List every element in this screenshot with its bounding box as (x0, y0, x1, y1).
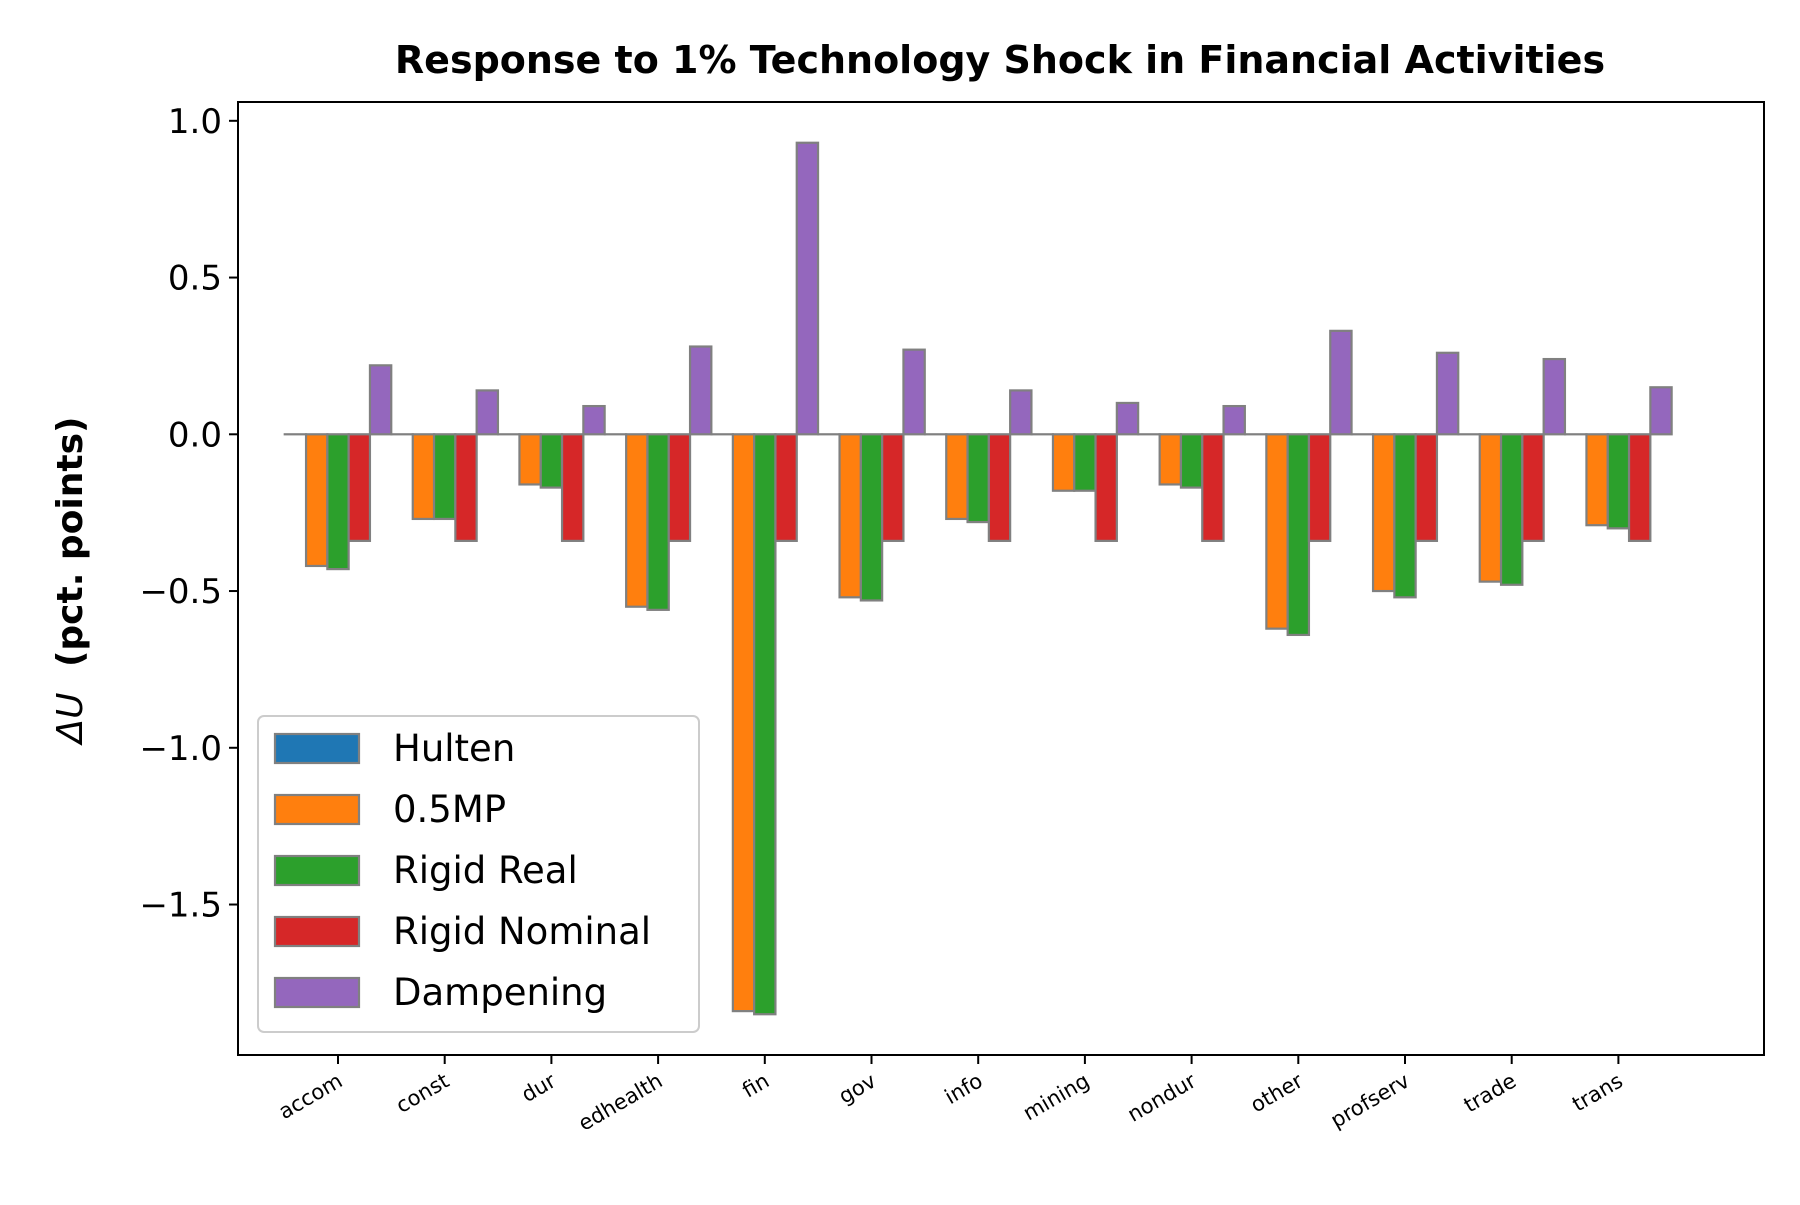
bar-dampening-accom (370, 365, 391, 434)
bar-rigid-real-other (1288, 434, 1309, 635)
legend-label-dampening: Dampening (393, 971, 607, 1014)
bar-rigid-real-edhealth (647, 434, 668, 610)
bar-dampening-trans (1650, 387, 1671, 434)
y-tick-label: −0.5 (139, 572, 222, 612)
x-tick-label-nondur: nondur (1123, 1068, 1200, 1126)
bar-dampening-gov (903, 350, 924, 435)
y-tick-label: −1.0 (139, 729, 222, 769)
bar-rigid-real-fin (754, 434, 775, 1014)
bar-dampening-trade (1544, 359, 1565, 434)
bar-dampening-profserv (1437, 353, 1458, 435)
bar-dampening-info (1010, 390, 1031, 434)
x-tick-label-profserv: profserv (1326, 1069, 1413, 1133)
legend-swatch-hulten (275, 734, 359, 763)
y-axis-label-symbol: ΔU (50, 693, 91, 747)
legend-swatch-0-5mp (275, 795, 359, 824)
legend-label-0-5mp: 0.5MP (393, 788, 506, 831)
legend-swatch-dampening (275, 978, 359, 1007)
bar-rigid-real-profserv (1394, 434, 1415, 597)
bar-rigid-nominal-const (455, 434, 476, 541)
x-tick-label-other: other (1246, 1068, 1307, 1117)
bar-rigid-nominal-profserv (1416, 434, 1437, 541)
bar-dampening-mining (1117, 403, 1138, 434)
legend: Hulten 0.5MP Rigid Real Rigid Nominal Dampen… (258, 716, 699, 1032)
x-tick-label-accom: accom (275, 1069, 347, 1124)
y-axis-label: ΔU (pct. points) (50, 417, 91, 747)
x-tick-label-trade: trade (1460, 1069, 1520, 1118)
y-axis-label-text: (pct. points) (50, 417, 91, 668)
bar-dampening-dur (583, 406, 604, 434)
bar-0-5mp-fin (733, 434, 754, 1011)
svg-text:ΔU (pct. points): ΔU (pct. points) (50, 417, 91, 747)
legend-swatch-rigid-real (275, 856, 359, 885)
y-tick-label: −1.5 (139, 886, 222, 926)
bar-rigid-nominal-dur (562, 434, 583, 541)
bar-0-5mp-info (946, 434, 967, 519)
y-tick-label: 0.0 (168, 415, 222, 455)
bar-dampening-nondur (1224, 406, 1245, 434)
bar-rigid-real-gov (861, 434, 882, 600)
bar-rigid-real-nondur (1181, 434, 1202, 487)
bar-0-5mp-nondur (1160, 434, 1181, 484)
x-tick-label-gov: gov (835, 1069, 880, 1109)
bar-rigid-nominal-accom (349, 434, 370, 541)
x-tick-label-trans: trans (1568, 1069, 1627, 1117)
bar-0-5mp-trans (1586, 434, 1607, 525)
bar-0-5mp-trade (1480, 434, 1501, 581)
bar-0-5mp-mining (1053, 434, 1074, 490)
y-tick-label: 0.5 (168, 259, 222, 299)
x-tick-label-dur: dur (517, 1068, 560, 1107)
bar-0-5mp-accom (306, 434, 327, 566)
bar-rigid-real-mining (1074, 434, 1095, 490)
bar-rigid-nominal-mining (1096, 434, 1117, 541)
x-tick-label-fin: fin (738, 1069, 773, 1103)
bar-rigid-nominal-trans (1629, 434, 1650, 541)
bar-dampening-edhealth (690, 347, 711, 435)
bar-rigid-real-accom (327, 434, 348, 569)
bar-rigid-nominal-fin (775, 434, 796, 541)
x-tick-label-edhealth: edhealth (574, 1069, 666, 1136)
bar-0-5mp-gov (840, 434, 861, 597)
x-tick-label-mining: mining (1019, 1069, 1093, 1126)
bar-dampening-other (1330, 331, 1351, 434)
bar-rigid-real-dur (541, 434, 562, 487)
bar-rigid-nominal-edhealth (669, 434, 690, 541)
legend-label-hulten: Hulten (393, 727, 515, 770)
bar-rigid-nominal-other (1309, 434, 1330, 541)
legend-label-rigid-real: Rigid Real (393, 849, 578, 892)
chart-title: Response to 1% Technology Shock in Finan… (395, 38, 1605, 82)
bar-0-5mp-profserv (1373, 434, 1394, 591)
bar-rigid-real-const (434, 434, 455, 519)
bar-dampening-const (477, 390, 498, 434)
bar-0-5mp-other (1266, 434, 1287, 628)
x-tick-label-info: info (941, 1069, 987, 1109)
bar-dampening-fin (797, 143, 818, 435)
bar-rigid-real-trans (1608, 434, 1629, 528)
bar-rigid-nominal-gov (882, 434, 903, 541)
y-tick-label: 1.0 (168, 102, 222, 142)
bar-0-5mp-const (413, 434, 434, 519)
legend-swatch-rigid-nominal (275, 917, 359, 946)
bar-rigid-real-trade (1501, 434, 1522, 584)
bar-0-5mp-edhealth (626, 434, 647, 606)
bar-rigid-nominal-nondur (1202, 434, 1223, 541)
bar-rigid-real-info (968, 434, 989, 522)
legend-label-rigid-nominal: Rigid Nominal (393, 910, 651, 953)
bar-rigid-nominal-info (989, 434, 1010, 541)
x-tick-label-const: const (392, 1069, 453, 1118)
bar-0-5mp-dur (519, 434, 540, 484)
bar-rigid-nominal-trade (1522, 434, 1543, 541)
